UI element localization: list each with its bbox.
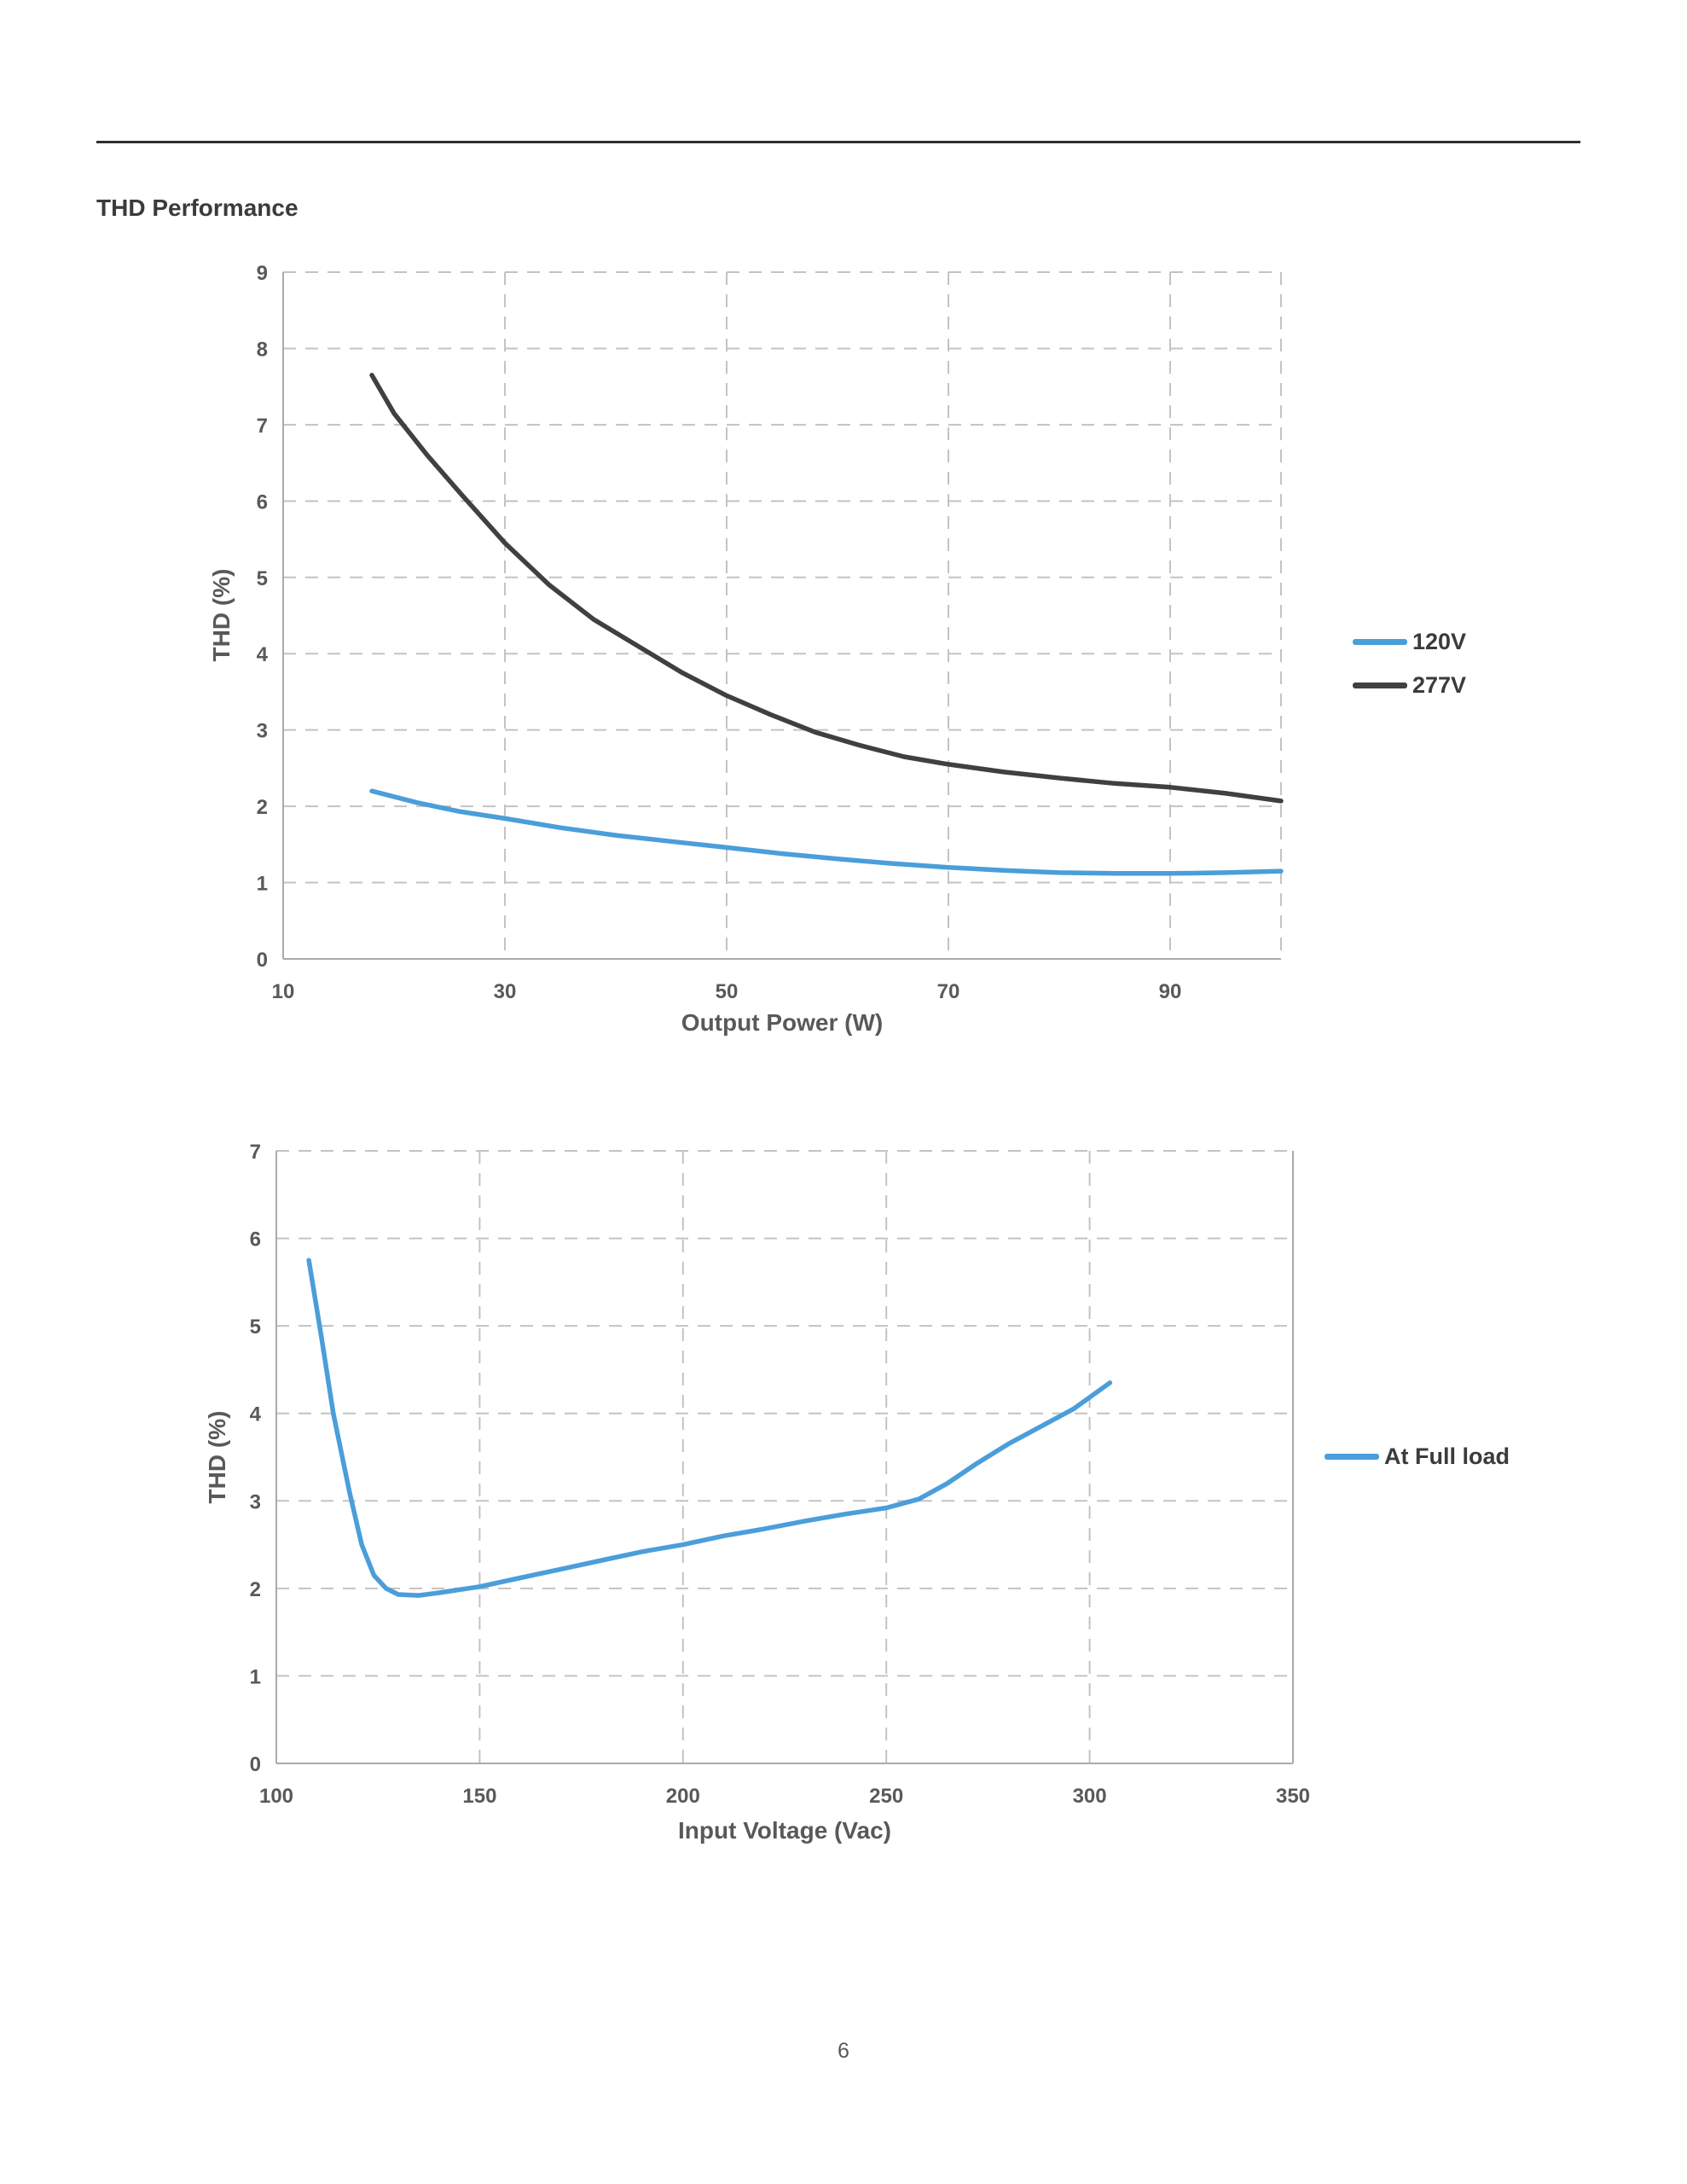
page-number: 6 [838,2039,849,2063]
x-tick-label: 90 [1159,980,1182,1003]
x-axis-title: Output Power (W) [681,1009,884,1036]
y-tick-label: 5 [250,1316,261,1339]
y-tick-label: 2 [250,1578,261,1601]
y-tick-label: 8 [257,338,268,361]
series-line-277v [369,372,1284,804]
y-tick-label: 7 [257,415,268,438]
y-tick-label: 2 [257,796,268,819]
y-tick-label: 6 [250,1228,261,1252]
x-axis-title: Input Voltage (Vac) [678,1817,891,1844]
legend-swatch-120v [1353,639,1407,645]
y-tick-label: 1 [250,1665,261,1688]
x-tick-label: 10 [272,980,295,1003]
legend-label-at-full-load: At Full load [1384,1443,1510,1469]
y-tick-label: 4 [250,1403,262,1426]
legend-swatch-at-full-load [1325,1454,1379,1460]
x-tick-label: 30 [494,980,517,1003]
series-line-120v [369,788,1284,876]
legend-item-277v: 277V [1353,672,1466,699]
y-axis-title: THD (%) [204,1410,230,1504]
legend-swatch-277v [1353,682,1407,688]
x-tick-label: 200 [666,1785,700,1808]
legend: At Full load [1325,1443,1510,1470]
x-tick-label: 100 [259,1785,293,1808]
y-axis-title: THD (%) [208,568,235,662]
y-tick-label: 0 [250,1753,261,1776]
legend: 120V 277V [1353,629,1466,699]
thd-vs-input-voltage-chart: 0 1 2 3 4 5 6 7 100 150 200 250 300 350 [250,1141,1310,1808]
x-tick-label: 300 [1073,1785,1107,1808]
series-line-at-full-load [306,1258,1113,1598]
y-tick-label: 3 [250,1490,261,1513]
x-tick-label: 50 [716,980,739,1003]
x-tick-label: 70 [937,980,960,1003]
legend-item-120v: 120V [1353,629,1466,655]
y-tick-label: 7 [250,1141,261,1164]
legend-label-277v: 277V [1412,672,1467,698]
y-tick-label: 6 [257,491,268,514]
x-tick-label: 250 [869,1785,903,1808]
y-tick-label: 9 [257,262,268,285]
legend-item-at-full-load: At Full load [1325,1443,1510,1470]
y-tick-label: 5 [257,567,268,590]
y-tick-label: 3 [257,720,268,743]
legend-label-120v: 120V [1412,629,1467,654]
y-tick-label: 0 [257,949,268,972]
x-tick-label: 350 [1276,1785,1310,1808]
x-tick-label: 150 [462,1785,496,1808]
page-title: THD Performance [96,195,299,221]
thd-vs-output-power-chart: 0 1 2 3 4 5 6 7 8 9 10 30 50 70 90 [257,262,1284,1003]
header-rule [96,141,1580,143]
y-tick-label: 4 [257,643,269,666]
y-tick-label: 1 [257,873,268,896]
